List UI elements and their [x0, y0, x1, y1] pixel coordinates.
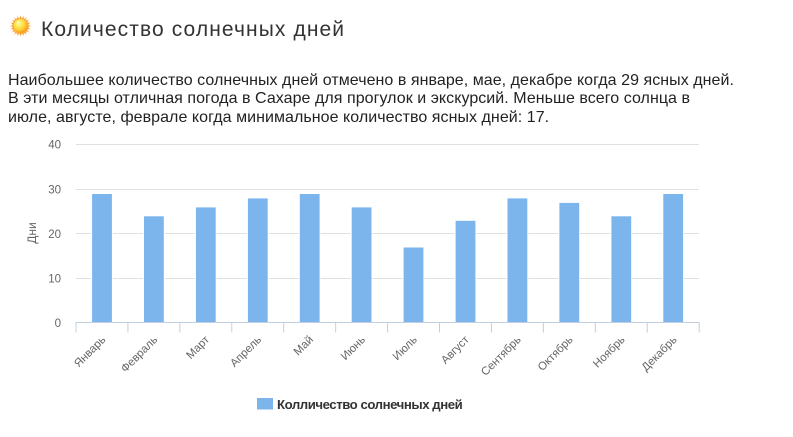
- svg-text:Октябрь: Октябрь: [536, 334, 576, 374]
- svg-text:Январь: Январь: [72, 334, 108, 370]
- svg-text:20: 20: [48, 229, 61, 241]
- svg-text:Июль: Июль: [391, 334, 420, 363]
- svg-text:0: 0: [55, 318, 61, 330]
- svg-text:Август: Август: [439, 333, 472, 366]
- svg-text:Колличество солнечных дней: Колличество солнечных дней: [277, 397, 463, 412]
- svg-text:Сентябрь: Сентябрь: [479, 334, 524, 379]
- svg-text:30: 30: [48, 184, 61, 196]
- svg-text:Ноябрь: Ноябрь: [591, 334, 627, 370]
- svg-text:10: 10: [48, 274, 61, 286]
- svg-text:Июнь: Июнь: [339, 334, 368, 363]
- svg-text:Декабрь: Декабрь: [640, 334, 680, 374]
- svg-text:Дни: Дни: [25, 222, 39, 243]
- svg-text:Май: Май: [292, 334, 316, 358]
- svg-text:Февраль: Февраль: [119, 334, 160, 375]
- svg-text:40: 40: [48, 140, 61, 152]
- svg-text:Апрель: Апрель: [228, 334, 264, 370]
- svg-text:Март: Март: [184, 333, 212, 361]
